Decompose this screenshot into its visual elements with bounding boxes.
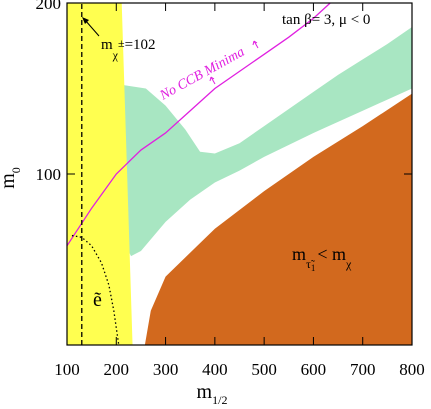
region [144,93,412,345]
x-tick-label: 800 [399,360,425,379]
x-label-base: m [197,381,213,403]
chargino-arrow [84,19,100,37]
chargino-sub: χ [112,48,119,62]
ccb-arrows [209,40,259,85]
y-tick-label: 100 [36,165,62,184]
ccb-label: No CCB Minima [157,45,247,104]
curve [67,3,331,247]
curve [71,234,120,345]
stau-base: m [292,244,306,264]
axes: 100 200 300 400 500 600 700 800 100 200 [36,0,425,379]
x-axis-title: m1/2 [197,381,228,407]
selectron-label: ẽ [93,289,102,311]
chargino-rest: =102 [125,37,156,53]
x-label-sub: 1/2 [212,393,227,407]
x-tick-label: 700 [350,360,376,379]
x-tick-label: 400 [202,360,228,379]
plot-area [67,3,412,345]
stau-subsub: 1 [311,263,316,273]
region [67,3,133,345]
stau-mid: < m [317,244,346,264]
stau-sub: τ̃ [306,257,315,271]
x-tick-label: 600 [301,360,327,379]
y-axis-title: m0 [0,167,23,189]
y-label-sub: 0 [9,167,23,173]
x-tick-label: 500 [251,360,277,379]
y-label-base: m [0,173,19,189]
params-label: tan β= 3, μ < 0 [282,12,370,28]
x-tick-label: 300 [153,360,179,379]
chargino-base: m [101,37,113,53]
region [123,26,412,257]
chargino-sup: ± [118,36,125,50]
stau-label: mτ̃1< mχ [292,244,352,273]
arrow-head [82,17,89,24]
stau-sub2: χ [345,257,352,271]
x-tick-label: 100 [54,360,80,379]
x-tick-label: 200 [104,360,130,379]
y-tick-label: 200 [36,0,62,13]
chargino-label: mχ±=102 [101,36,156,62]
